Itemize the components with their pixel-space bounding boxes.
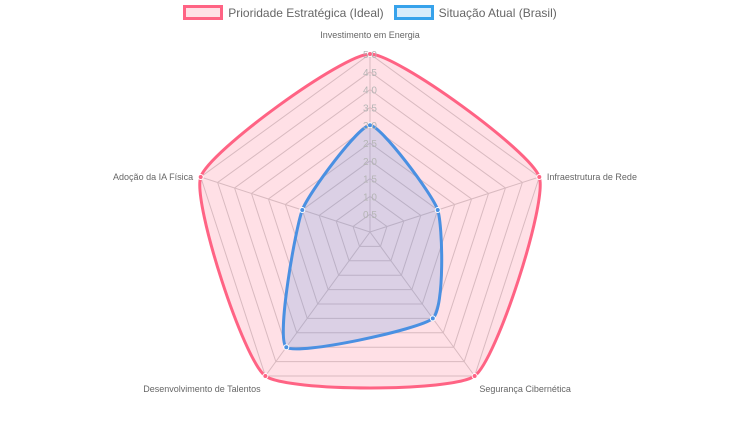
grid-ring-7 bbox=[233, 88, 507, 348]
data-point-0-2 bbox=[471, 373, 478, 380]
chart-legend: Prioridade Estratégica (Ideal) Situação … bbox=[0, 5, 740, 20]
data-point-1-3 bbox=[283, 344, 290, 351]
tick-label-1: 1.0 bbox=[363, 192, 377, 203]
data-point-0-4 bbox=[197, 173, 204, 180]
legend-label-atual: Situação Atual (Brasil) bbox=[438, 5, 557, 20]
legend-swatch-atual bbox=[393, 5, 434, 20]
axis-line-3 bbox=[264, 231, 371, 377]
grid-ring-0 bbox=[352, 213, 388, 247]
series-area-1 bbox=[281, 123, 444, 351]
category-label-1: Infraestrutura de Rede bbox=[547, 172, 637, 182]
category-label-4: Adoção da IA Física bbox=[113, 172, 193, 182]
data-point-1-4 bbox=[299, 206, 306, 213]
tick-label-9: 5.0 bbox=[363, 50, 377, 61]
grid-ring-1 bbox=[335, 195, 405, 262]
legend-swatch-ideal bbox=[183, 5, 224, 20]
tick-label-4: 2.5 bbox=[363, 139, 377, 150]
axis-line-2 bbox=[369, 231, 476, 377]
tick-label-8: 4.5 bbox=[363, 68, 377, 79]
grid-ring-9 bbox=[200, 53, 540, 377]
data-point-1-0 bbox=[367, 122, 373, 129]
grid-ring-2 bbox=[318, 177, 422, 276]
data-point-1-1 bbox=[434, 206, 441, 213]
tick-label-0: 0.5 bbox=[363, 210, 377, 221]
grid-ring-5 bbox=[267, 124, 473, 319]
grid-ring-4 bbox=[284, 142, 456, 305]
tick-label-6: 3.5 bbox=[363, 103, 377, 114]
data-point-0-3 bbox=[262, 373, 269, 380]
tick-label-2: 1.5 bbox=[363, 175, 377, 186]
grid-ring-8 bbox=[217, 71, 523, 363]
data-point-0-1 bbox=[536, 173, 543, 180]
data-point-0-0 bbox=[367, 51, 373, 57]
category-label-0: Investimento em Energia bbox=[320, 30, 420, 40]
axis-line-1 bbox=[369, 176, 540, 233]
tick-label-3: 2.0 bbox=[363, 157, 377, 168]
axis-line-4 bbox=[200, 176, 371, 233]
data-point-1-2 bbox=[429, 315, 436, 322]
grid-ring-6 bbox=[250, 106, 490, 334]
grid-ring-3 bbox=[301, 160, 439, 291]
category-label-2: Segurança Cibernética bbox=[479, 384, 571, 394]
legend-item-ideal[interactable]: Prioridade Estratégica (Ideal) bbox=[183, 5, 384, 20]
category-label-3: Desenvolvimento de Talentos bbox=[143, 384, 261, 394]
tick-label-5: 3.0 bbox=[363, 121, 377, 132]
legend-label-ideal: Prioridade Estratégica (Ideal) bbox=[228, 5, 384, 20]
legend-item-atual[interactable]: Situação Atual (Brasil) bbox=[393, 5, 557, 20]
tick-label-7: 4.0 bbox=[363, 86, 377, 97]
